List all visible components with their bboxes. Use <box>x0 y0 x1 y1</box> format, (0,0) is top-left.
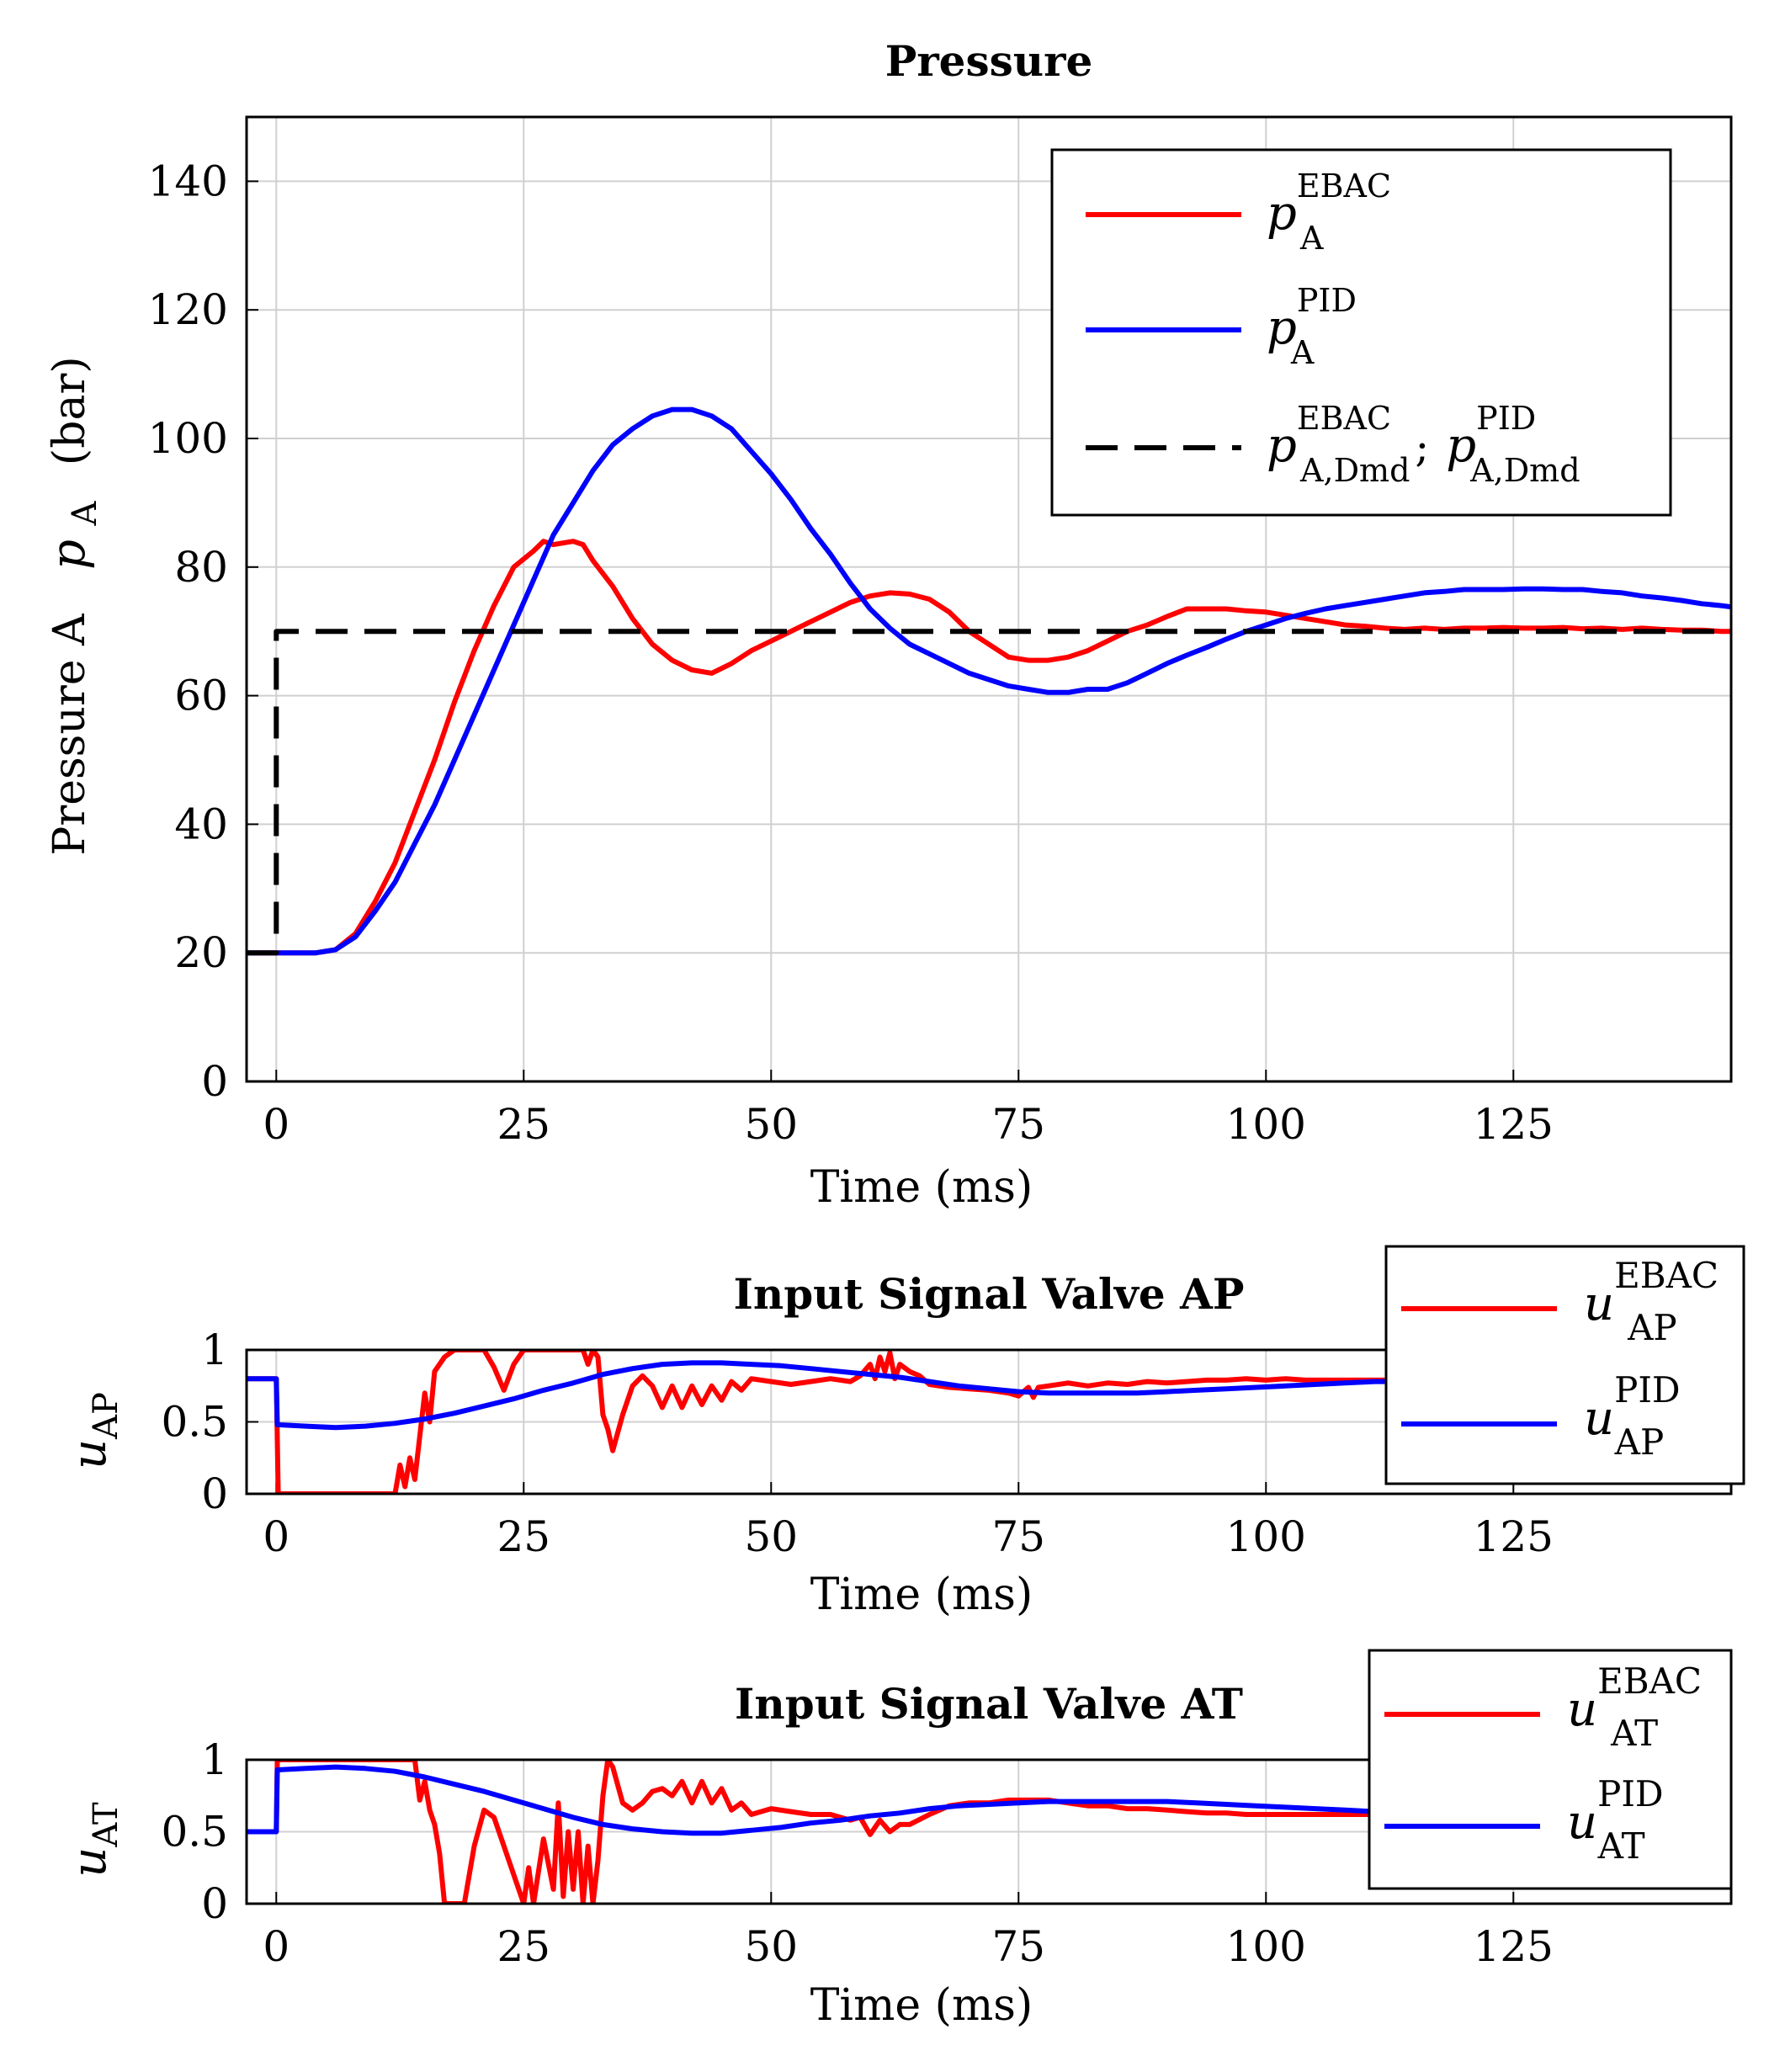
series-line-pid <box>247 406 1731 956</box>
y-tick-label: 0 <box>201 1879 228 1928</box>
y-tick-label: 1 <box>201 1326 228 1374</box>
legend-entry-pid: uPID AT <box>1567 1773 1664 1867</box>
series-line-pid <box>247 1764 1385 1836</box>
legend: uEBAC AT uPID AT <box>1368 1649 1733 1890</box>
x-tick-label: 50 <box>744 1100 798 1149</box>
chart-title: Input Signal Valve AP <box>733 1269 1244 1319</box>
y-tick-label: 1 <box>201 1735 228 1784</box>
valve-at-panel: 0 25 50 75 100 125 00.51 Input Signal Valve A… <box>62 1649 1733 2031</box>
x-tick-labels: 0 25 50 75 100 125 <box>263 1922 1554 1971</box>
x-tick-label: 75 <box>991 1512 1045 1561</box>
y-tick-label: 80 <box>174 543 228 592</box>
x-tick-label: 125 <box>1474 1512 1554 1561</box>
plot-area <box>247 1350 1385 1494</box>
x-tick-label: 25 <box>497 1512 550 1561</box>
y-axis-label: uAP <box>62 1392 125 1469</box>
x-tick-label: 100 <box>1226 1922 1306 1971</box>
x-tick-label: 75 <box>991 1922 1045 1971</box>
y-tick-label: 0.5 <box>161 1808 228 1857</box>
x-tick-label: 0 <box>263 1922 290 1971</box>
pressure-panel: 0 25 50 75 100 125 0 20 40 60 80 100 120 140 Pressur… <box>41 36 1733 1213</box>
y-tick-labels: 00.51 <box>161 1326 228 1518</box>
x-tick-label: 0 <box>263 1512 290 1561</box>
legend-box <box>1384 1245 1745 1485</box>
x-tick-label: 50 <box>744 1512 798 1561</box>
x-tick-label: 25 <box>497 1100 550 1149</box>
plot-area <box>247 406 1731 956</box>
series-line-pid <box>247 1360 1385 1431</box>
chart-title: Input Signal Valve AT <box>735 1679 1243 1729</box>
legend-entry-pid: pPID A <box>1267 282 1357 371</box>
y-tick-labels: 0 20 40 60 80 100 120 140 <box>148 157 228 1106</box>
series-line-ebac <box>247 1760 1385 1904</box>
x-tick-labels: 0 25 50 75 100 125 <box>263 1512 1554 1561</box>
y-tick-label: 0.5 <box>161 1398 228 1447</box>
x-axis-label: Time (ms) <box>810 1980 1033 2031</box>
plot-area <box>247 1760 1385 1904</box>
x-tick-label: 75 <box>991 1100 1045 1149</box>
x-tick-label: 125 <box>1474 1100 1554 1149</box>
y-axis-label-symbol: p <box>41 539 96 570</box>
y-tick-label: 140 <box>148 157 228 205</box>
y-tick-label: 0 <box>201 1057 228 1106</box>
y-tick-label: 0 <box>201 1469 228 1518</box>
legend-entry-ebac: pEBAC A <box>1267 167 1391 257</box>
y-axis-label-sub: A <box>66 501 104 527</box>
y-axis-label-unit: (bar) <box>45 356 95 465</box>
series-line-ebac <box>247 1350 1385 1494</box>
legend-entry-pid: uPID AP <box>1584 1369 1681 1463</box>
y-tick-label: 40 <box>174 800 228 848</box>
axes-frame <box>245 115 1733 1083</box>
y-axis-label: uAT <box>62 1802 125 1878</box>
y-tick-label: 20 <box>174 928 228 977</box>
legend: uEBAC AP uPID AP <box>1384 1245 1745 1485</box>
y-tick-label: 120 <box>148 285 228 334</box>
valve-ap-panel: 0 25 50 75 100 125 00.51 Input Signal Valve A… <box>62 1245 1745 1620</box>
legend-box <box>1368 1649 1733 1890</box>
series-line-dmd <box>247 629 1731 956</box>
x-tick-label: 0 <box>263 1100 290 1149</box>
legend-entry-ebac: uEBAC AP <box>1584 1255 1719 1348</box>
x-tick-label: 100 <box>1226 1100 1306 1149</box>
legend-entry-ebac: uEBAC AT <box>1567 1660 1702 1754</box>
x-tick-label: 50 <box>744 1922 798 1971</box>
legend-entry-demand: pEBAC A,Dmd; pPID A,Dmd <box>1267 400 1580 489</box>
legend: pEBAC A pPID A pEBAC A,Dmd; pPID A,Dmd <box>1050 148 1672 517</box>
y-tick-label: 100 <box>148 414 228 463</box>
y-axis-label: Pressure A p A (bar) <box>41 356 107 855</box>
series-line-ebac <box>247 539 1731 956</box>
chart-title: Pressure <box>885 36 1093 86</box>
x-tick-label: 25 <box>497 1922 550 1971</box>
x-axis-label: Time (ms) <box>810 1570 1033 1620</box>
x-tick-labels: 0 25 50 75 100 125 <box>263 1100 1554 1149</box>
x-axis-label: Time (ms) <box>810 1162 1033 1213</box>
y-tick-labels: 00.51 <box>161 1735 228 1928</box>
x-tick-label: 100 <box>1226 1512 1306 1561</box>
y-tick-label: 60 <box>174 672 228 720</box>
x-tick-label: 125 <box>1474 1922 1554 1971</box>
y-axis-label-text: Pressure A <box>45 613 95 856</box>
